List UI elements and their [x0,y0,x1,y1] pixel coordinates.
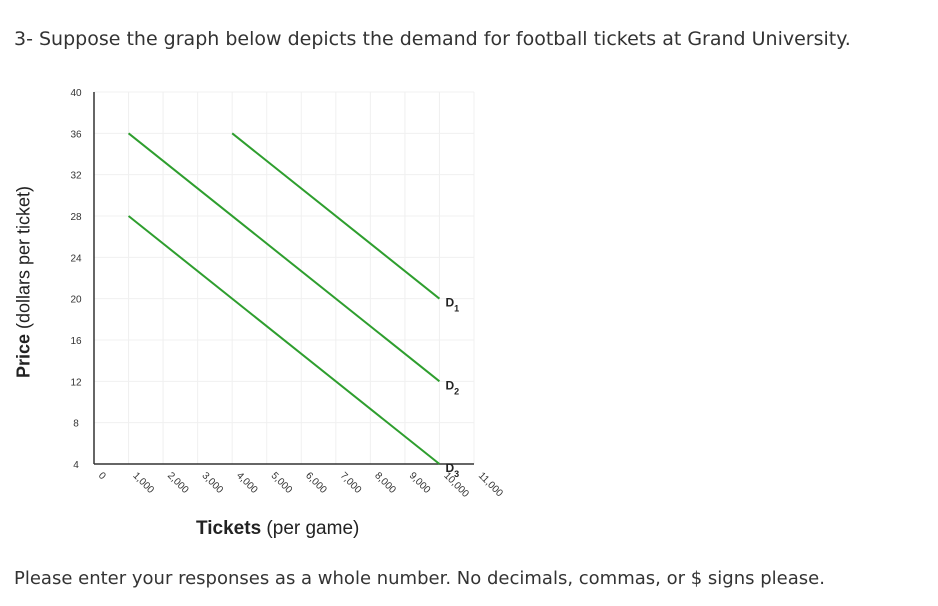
instructions-text: Please enter your responses as a whole n… [14,568,825,589]
demand-curve-d1 [231,132,441,300]
x-tick-label: 9,000 [407,470,433,496]
x-tick-label: 2,000 [165,470,191,496]
y-tick-label: 28 [70,212,82,223]
x-tick-label: 6,000 [303,470,329,496]
x-tick-label: 7,000 [338,470,364,496]
x-tick-label: 3,000 [200,470,226,496]
y-tick-label: 8 [73,419,79,430]
question-text: 3- Suppose the graph below depicts the d… [14,28,851,50]
chart-grid [93,91,475,465]
y-tick-label: 16 [70,336,82,347]
demand-curve-d3 [127,215,441,465]
x-axis-label-bold: Tickets [196,518,262,539]
x-tick-label: 11,000 [476,470,505,499]
curve-label-d2: D2 [445,378,459,396]
y-tick-label: 20 [70,295,82,306]
curve-label-d1: D1 [445,296,459,314]
y-tick-label: 12 [70,377,82,388]
demand-curve-d2 [127,132,441,383]
y-tick-label: 32 [70,171,82,182]
x-tick-label: 4,000 [234,470,260,496]
y-tick-label: 24 [70,253,82,264]
x-tick-label: 5,000 [269,470,295,496]
demand-curves: D1 D2 D3 [127,132,459,479]
y-tick-label: 4 [73,460,79,471]
x-axis-label: Tickets (per game) [196,518,359,540]
x-axis-label-rest: (per game) [261,518,360,539]
y-tick-label: 40 [70,88,82,99]
x-tick-label: 8,000 [372,470,398,496]
y-tick-label: 36 [70,129,82,140]
curve-label-d3: D3 [445,461,459,479]
x-tick-label: 0 [96,470,108,482]
x-tick-labels: 0 1,000 2,000 3,000 4,000 5,000 6,000 7,000 8,00… [96,470,505,500]
y-tick-labels: 4 8 12 16 20 24 28 32 36 40 [70,88,82,471]
chart-axes [93,92,474,465]
x-tick-label: 1,000 [130,470,156,496]
